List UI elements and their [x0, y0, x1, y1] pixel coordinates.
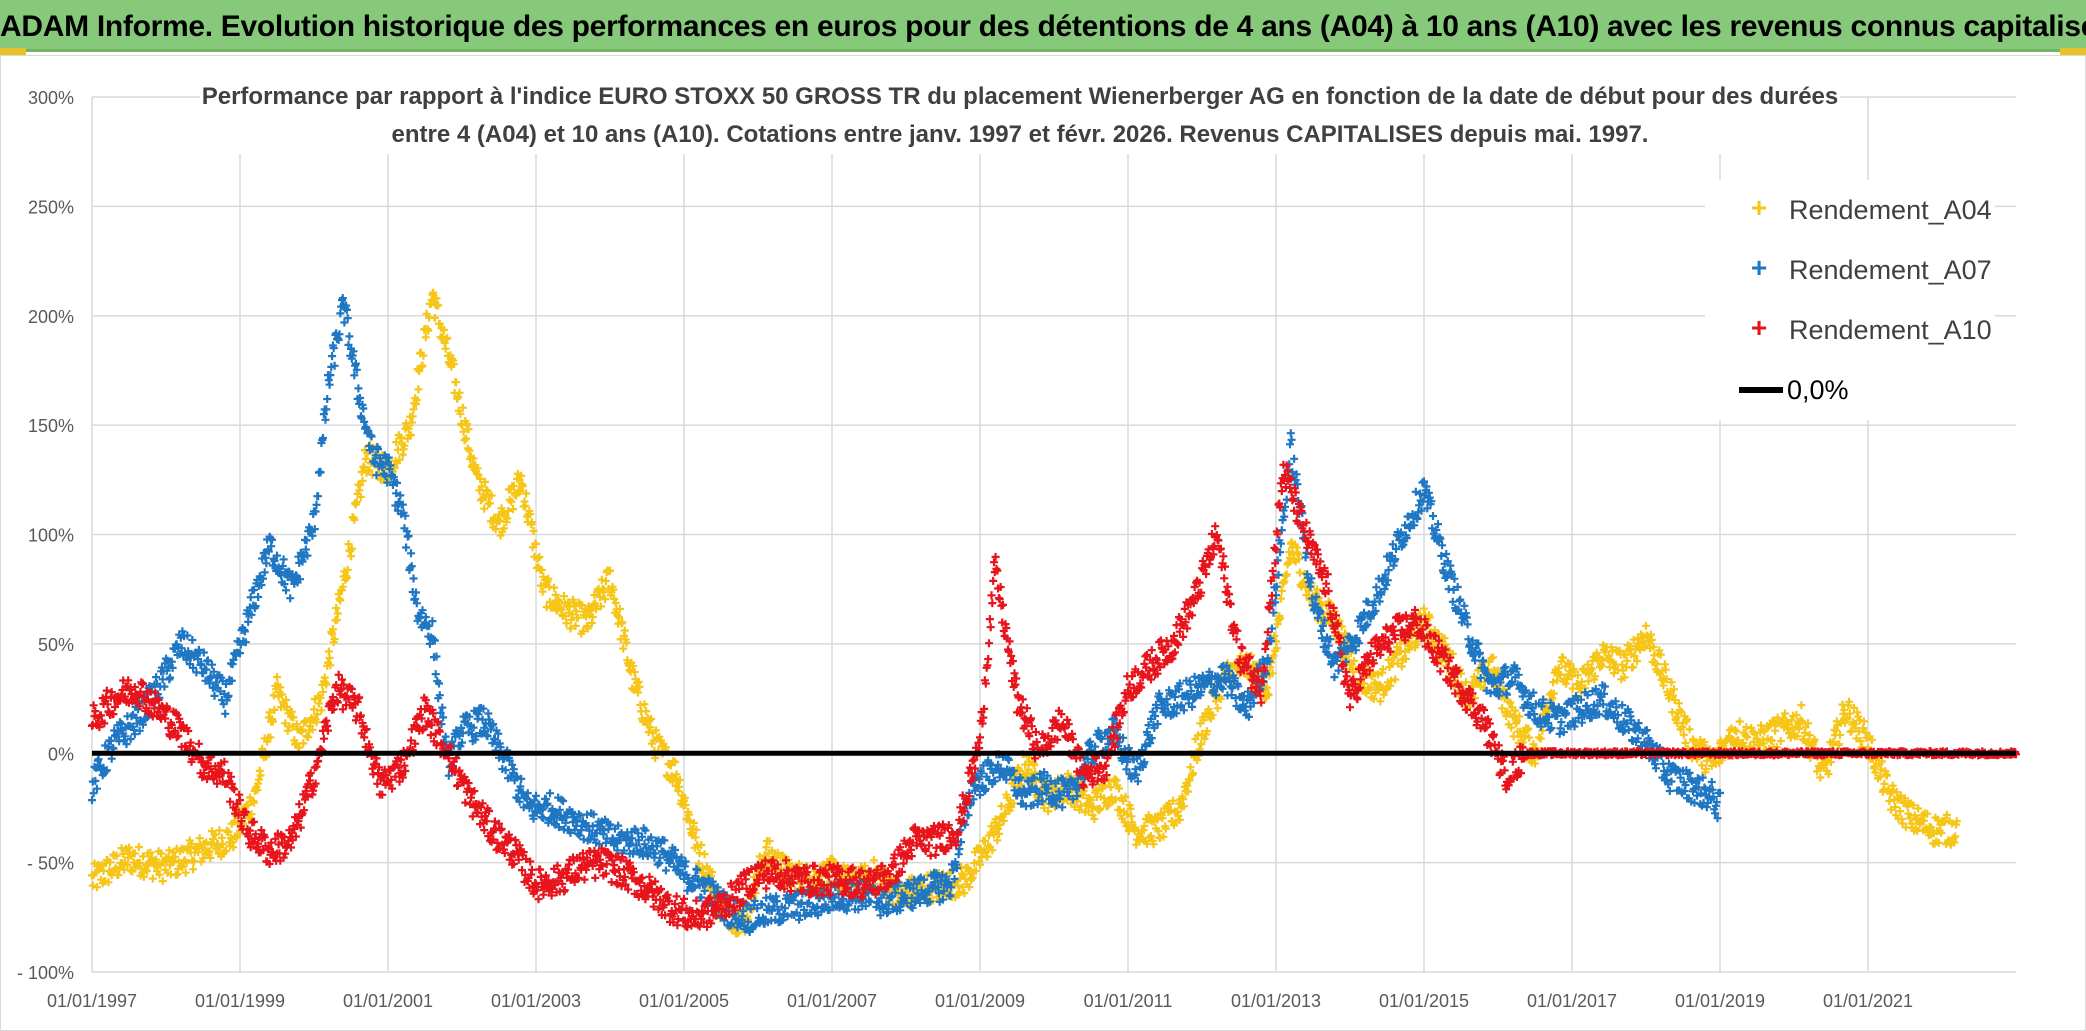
legend-item-a10: + Rendement_A10 [1705, 310, 1995, 350]
legend-item-zero: 0,0% [1705, 370, 1995, 410]
plus-marker-icon: + [1750, 252, 1768, 283]
legend: + Rendement_A04 + Rendement_A07 + Rendem… [1705, 180, 1995, 420]
y-tick-label: 150% [28, 416, 74, 436]
legend-item-a07: + Rendement_A07 [1705, 250, 1995, 290]
y-tick-label: 300% [28, 88, 74, 108]
banner-corner-right [2060, 48, 2086, 56]
plus-marker-icon: + [1750, 312, 1768, 343]
x-axis-ticks: 01/01/1997 01/01/1999 01/01/2001 01/01/2003… [47, 991, 1913, 1011]
chart-title-line-1: Performance par rapport à l'indice EURO … [201, 83, 1839, 110]
y-tick-label: 250% [28, 197, 74, 217]
legend-item-a04: + Rendement_A04 [1705, 190, 1995, 230]
banner-corner-left [0, 48, 26, 56]
legend-label-a10: Rendement_A10 [1789, 315, 1992, 345]
plus-marker-icon: + [1750, 192, 1768, 223]
x-tick-label: 01/01/1997 [47, 991, 137, 1011]
legend-label-a04: Rendement_A04 [1789, 195, 1992, 225]
x-tick-label: 01/01/2015 [1379, 991, 1469, 1011]
x-tick-label: 01/01/2005 [639, 991, 729, 1011]
y-tick-label: 0% [48, 744, 74, 764]
banner [0, 0, 2086, 52]
x-tick-label: 01/01/2013 [1231, 991, 1321, 1011]
x-tick-label: 01/01/1999 [195, 991, 285, 1011]
legend-label-a07: Rendement_A07 [1789, 255, 1992, 285]
y-axis-ticks: - 100% - 50% 0% 50% 100% 150% 200% 250% 300% [17, 88, 74, 983]
x-tick-label: 01/01/2011 [1084, 991, 1173, 1011]
x-tick-label: 01/01/2007 [787, 991, 877, 1011]
line-marker-icon [1739, 387, 1783, 393]
banner-title: ADAM Informe. Evolution historique des p… [0, 10, 2086, 43]
y-tick-label: 200% [28, 307, 74, 327]
legend-label-zero: 0,0% [1787, 375, 1849, 405]
plot-area [88, 288, 2020, 938]
y-tick-label: - 50% [27, 854, 74, 874]
x-tick-label: 01/01/2021 [1823, 991, 1913, 1011]
chart-title-line-2: entre 4 (A04) et 10 ans (A10). Cotations… [391, 121, 1649, 148]
y-tick-label: - 100% [17, 963, 74, 983]
x-tick-label: 01/01/2019 [1675, 991, 1765, 1011]
y-tick-label: 100% [28, 526, 74, 546]
x-tick-label: 01/01/2009 [935, 991, 1025, 1011]
y-tick-label: 50% [38, 635, 74, 655]
x-tick-label: 01/01/2001 [343, 991, 433, 1011]
chart-title: Performance par rapport à l'indice EURO … [200, 78, 1840, 154]
x-tick-label: 01/01/2017 [1527, 991, 1617, 1011]
x-tick-label: 01/01/2003 [491, 991, 581, 1011]
